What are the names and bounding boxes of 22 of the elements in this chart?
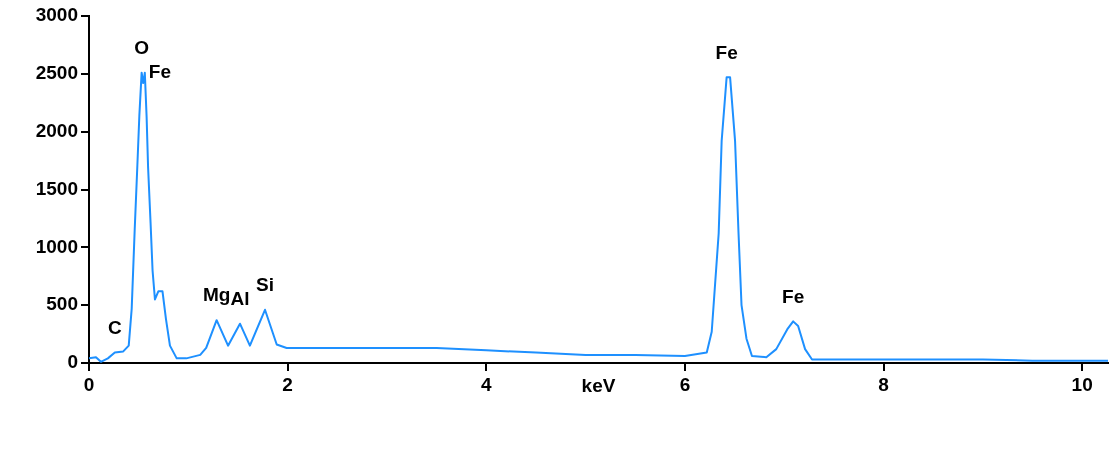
annotation: Fe	[715, 41, 738, 63]
y-tick-label: 1500	[35, 177, 78, 199]
x-tick-label: 8	[878, 373, 889, 395]
x-tick-label: 4	[480, 373, 492, 395]
annotation: Si	[256, 274, 274, 296]
y-tick-label: 500	[46, 293, 78, 315]
x-tick-label: 10	[1071, 373, 1093, 395]
y-tick-label: 1000	[35, 235, 78, 257]
annotation: Fe	[782, 285, 805, 307]
x-tick-label: 2	[282, 373, 293, 395]
x-axis-title: keV	[581, 374, 616, 396]
x-tick-label: 6	[679, 373, 691, 395]
annotation: Fe	[148, 60, 171, 82]
annotation: O	[134, 36, 150, 58]
y-tick-label: 2000	[35, 119, 78, 141]
y-tick-label: 3000	[35, 4, 78, 26]
annotation: C	[107, 316, 122, 338]
y-tick-label: 2500	[35, 62, 78, 84]
y-tick-label: 0	[67, 351, 78, 373]
annotation: Mg	[202, 284, 231, 306]
x-tick-label: 0	[83, 373, 95, 395]
annotation: Al	[230, 287, 250, 309]
